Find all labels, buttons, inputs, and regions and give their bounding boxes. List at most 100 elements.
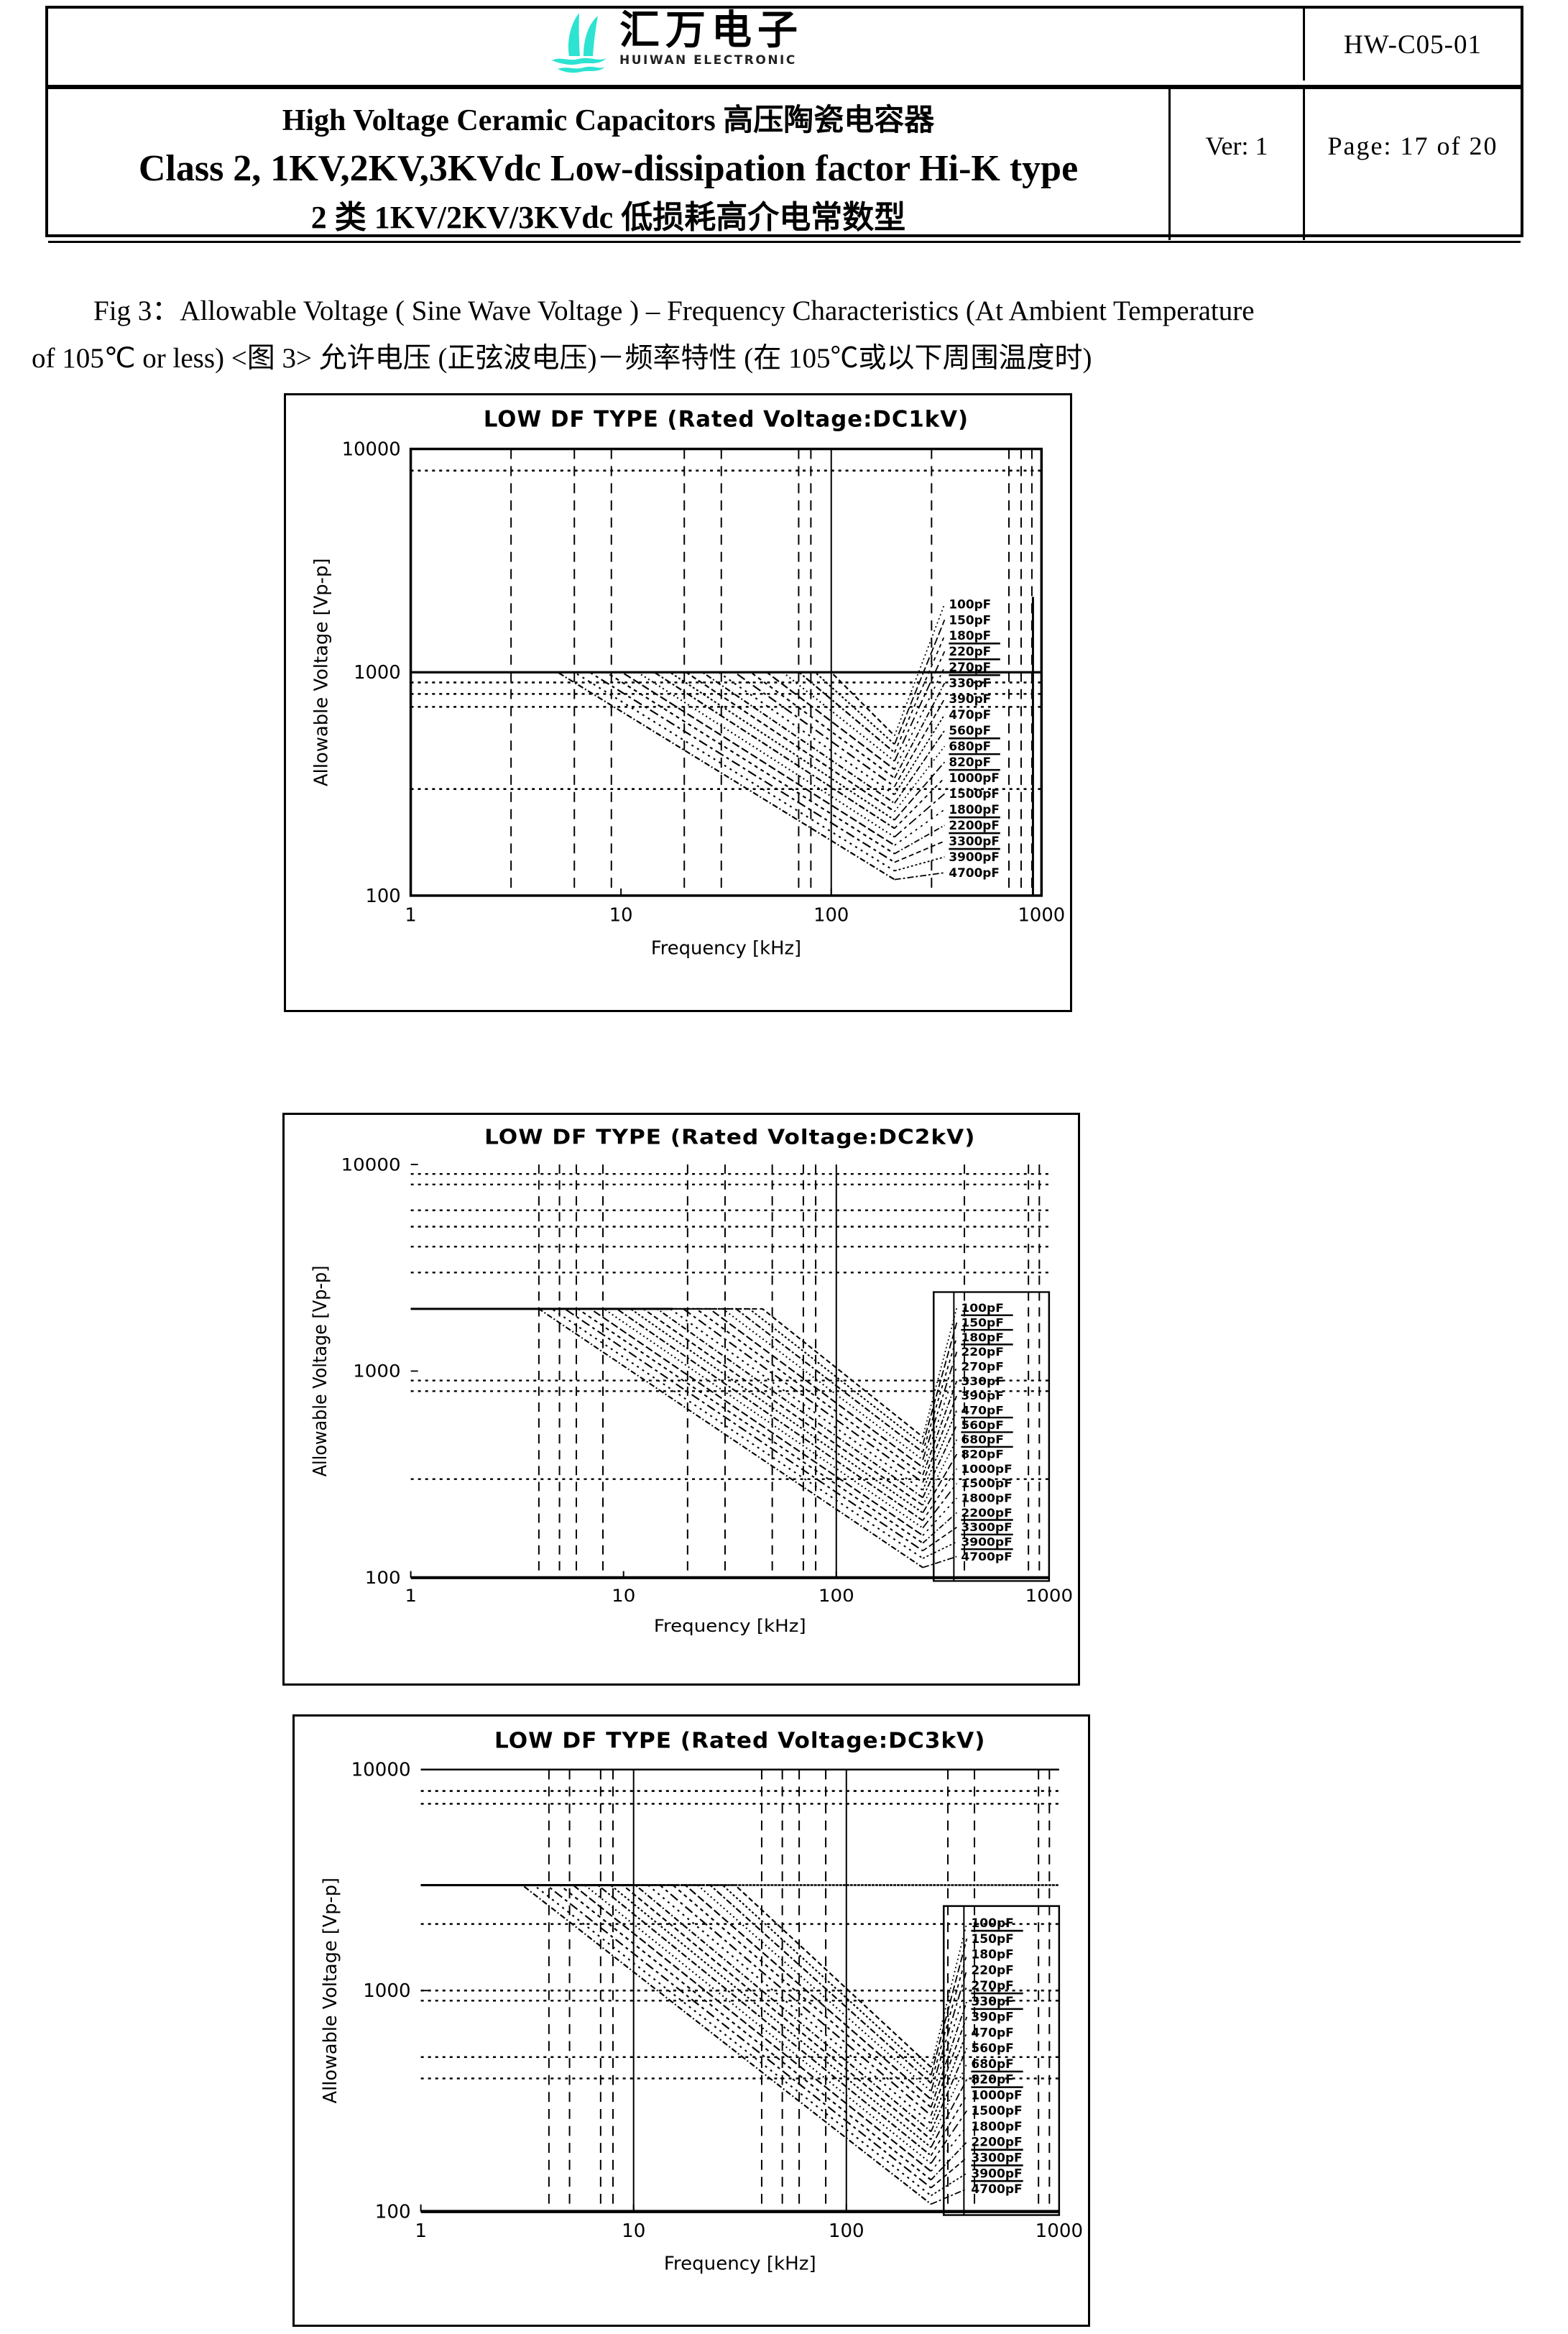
svg-text:100pF: 100pF [949, 597, 991, 611]
svg-text:1500pF: 1500pF [949, 786, 999, 801]
logo-english-name: HUIWAN ELECTRONIC [619, 52, 797, 68]
svg-text:1: 1 [415, 2220, 427, 2242]
header-table: 汇万电子 HUIWAN ELECTRONIC HW-C05-01 High Vo… [45, 6, 1523, 243]
svg-text:1000: 1000 [1036, 2220, 1083, 2242]
svg-text:3900pF: 3900pF [949, 850, 999, 864]
svg-text:390pF: 390pF [961, 1389, 1003, 1402]
header-bottom-rule [48, 241, 1521, 243]
svg-text:180pF: 180pF [971, 1947, 1013, 1962]
svg-text:270pF: 270pF [961, 1360, 1003, 1373]
svg-text:10: 10 [612, 1586, 635, 1606]
svg-text:1000: 1000 [1018, 905, 1066, 927]
svg-text:1000pF: 1000pF [971, 2088, 1022, 2103]
svg-text:2200pF: 2200pF [961, 1507, 1012, 1520]
svg-text:10000: 10000 [341, 1154, 401, 1175]
svg-text:LOW DF TYPE (Rated Voltage:DC: LOW DF TYPE (Rated Voltage:DC1kV) [484, 407, 969, 433]
svg-text:330pF: 330pF [949, 676, 991, 690]
svg-text:270pF: 270pF [971, 1978, 1013, 1993]
chart-dc2kv: 1 10 100 1000 10000 1000 100 LOW DF TYPE (Rated… [282, 1113, 1080, 1686]
svg-text:3300pF: 3300pF [949, 834, 999, 848]
svg-text:4700pF: 4700pF [961, 1550, 1012, 1563]
svg-text:Allowable Voltage [Vp-p]: Allowable Voltage [Vp-p] [320, 1878, 341, 2103]
svg-text:100: 100 [375, 2202, 411, 2223]
svg-text:470pF: 470pF [961, 1404, 1003, 1417]
svg-text:680pF: 680pF [961, 1433, 1003, 1446]
svg-text:100: 100 [818, 1586, 854, 1606]
svg-text:3300pF: 3300pF [961, 1521, 1012, 1534]
svg-text:100pF: 100pF [971, 1916, 1013, 1930]
svg-text:1000pF: 1000pF [961, 1463, 1012, 1476]
svg-text:1800pF: 1800pF [961, 1492, 1012, 1504]
svg-text:470pF: 470pF [949, 707, 991, 722]
sailboat-logo-icon [548, 10, 609, 80]
svg-text:1000: 1000 [353, 1361, 400, 1382]
svg-text:1: 1 [405, 905, 416, 927]
svg-text:560pF: 560pF [971, 2041, 1013, 2055]
chart-dc3kv: 1 10 100 1000 10000 1000 100 LOW DF TYPE (Rated… [292, 1714, 1090, 2327]
svg-text:4700pF: 4700pF [949, 865, 999, 880]
svg-text:10: 10 [609, 905, 633, 927]
svg-text:680pF: 680pF [971, 2057, 1013, 2071]
svg-text:1000: 1000 [363, 1980, 410, 2002]
svg-text:1500pF: 1500pF [961, 1477, 1012, 1490]
svg-text:1800pF: 1800pF [949, 802, 999, 817]
svg-text:LOW DF TYPE (Rated Voltage:DC3: LOW DF TYPE (Rated Voltage:DC3kV) [494, 1728, 985, 1754]
svg-text:150pF: 150pF [949, 612, 991, 627]
svg-text:Frequency [kHz]: Frequency [kHz] [654, 1616, 806, 1636]
chart-canvas: 1 10 100 1000 10000 1000 100 LOW DF TYPE (Rated… [320, 1728, 1083, 2275]
svg-text:1000: 1000 [1025, 1586, 1073, 1606]
svg-text:100: 100 [813, 905, 849, 927]
doc-number: HW-C05-01 [1344, 29, 1482, 60]
svg-text:220pF: 220pF [949, 644, 991, 658]
svg-text:680pF: 680pF [949, 739, 991, 753]
chart-canvas: 1 10 100 1000 10000 1000 100 LOW DF TYPE (Rated… [309, 1126, 1073, 1636]
svg-text:150pF: 150pF [971, 1931, 1013, 1946]
version-label: Ver: 1 [1171, 89, 1305, 240]
svg-text:390pF: 390pF [971, 2010, 1013, 2024]
svg-text:10: 10 [622, 2220, 645, 2242]
svg-text:270pF: 270pF [949, 660, 991, 674]
svg-text:3300pF: 3300pF [971, 2151, 1022, 2165]
svg-text:820pF: 820pF [949, 755, 991, 769]
svg-text:150pF: 150pF [961, 1316, 1003, 1329]
svg-text:1000: 1000 [354, 662, 401, 684]
caption-line-1: Fig 3：Allowable Voltage ( Sine Wave Volt… [93, 295, 1255, 326]
svg-text:Frequency [kHz]: Frequency [kHz] [664, 2253, 816, 2275]
svg-text:4700pF: 4700pF [971, 2182, 1022, 2196]
company-logo: 汇万电子 HUIWAN ELECTRONIC [548, 6, 803, 80]
svg-text:1800pF: 1800pF [971, 2119, 1022, 2133]
svg-text:560pF: 560pF [949, 723, 991, 738]
title-line-class: Class 2, 1KV,2KV,3KVdc Low-dissipation f… [138, 148, 1079, 189]
svg-text:220pF: 220pF [971, 1963, 1013, 1977]
svg-text:1: 1 [405, 1586, 417, 1606]
chart-dc1kv: 1 10 100 1000 10000 1000 100 LOW DF TYPE (Rated… [284, 393, 1072, 1012]
title-cell: High Voltage Ceramic Capacitors 高压陶瓷电容器 … [48, 89, 1171, 240]
svg-text:470pF: 470pF [971, 2026, 1013, 2040]
svg-text:560pF: 560pF [961, 1419, 1003, 1432]
svg-text:10000: 10000 [351, 1760, 411, 1781]
svg-text:820pF: 820pF [961, 1448, 1003, 1461]
svg-text:Allowable Voltage [Vp-p]: Allowable Voltage [Vp-p] [311, 559, 333, 786]
svg-text:Allowable Voltage [Vp-p]: Allowable Voltage [Vp-p] [309, 1266, 331, 1477]
svg-text:100pF: 100pF [961, 1302, 1003, 1315]
logo-chinese-name: 汇万电子 [619, 6, 803, 54]
chart-canvas: 1 10 100 1000 10000 1000 100 LOW DF TYPE (Rated… [311, 407, 1066, 960]
svg-text:LOW DF TYPE (Rated Voltage:DC: LOW DF TYPE (Rated Voltage:DC2kV) [484, 1126, 975, 1149]
caption-line-2: of 105℃ or less) <图 3> 允许电压 (正弦波电压)－频率特性… [32, 343, 1092, 374]
page-number-label: Page: 17 of 20 [1327, 132, 1498, 160]
svg-text:2200pF: 2200pF [949, 818, 999, 832]
title-line-chinese: 2 类 1KV/2KV/3KVdc 低损耗高介电常数型 [310, 200, 906, 235]
logo-text: 汇万电子 HUIWAN ELECTRONIC [619, 6, 803, 68]
svg-text:3900pF: 3900pF [971, 2166, 1022, 2180]
svg-text:1000pF: 1000pF [949, 771, 999, 785]
svg-text:390pF: 390pF [949, 692, 991, 706]
svg-text:330pF: 330pF [971, 1994, 1013, 2008]
svg-text:180pF: 180pF [961, 1331, 1003, 1343]
svg-text:330pF: 330pF [961, 1374, 1003, 1387]
figure-caption: Fig 3：Allowable Voltage ( Sine Wave Volt… [32, 288, 1534, 382]
svg-text:2200pF: 2200pF [971, 2135, 1022, 2149]
svg-text:3900pF: 3900pF [961, 1535, 1012, 1548]
svg-text:Frequency [kHz]: Frequency [kHz] [651, 937, 801, 959]
svg-text:220pF: 220pF [961, 1346, 1003, 1359]
title-line-english-chinese: High Voltage Ceramic Capacitors 高压陶瓷电容器 [282, 104, 935, 137]
